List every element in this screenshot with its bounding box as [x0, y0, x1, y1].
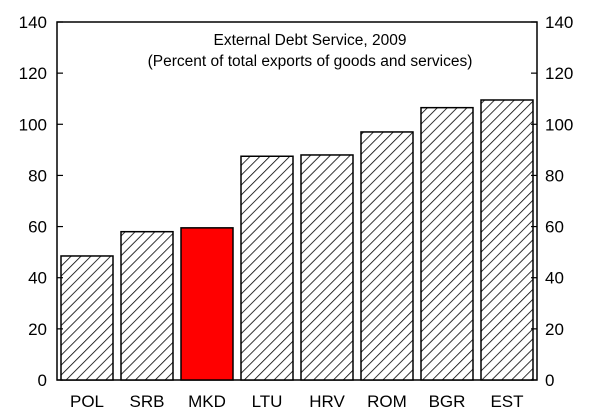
bar-srb [120, 230, 174, 381]
x-tick-label-hrv: HRV [309, 392, 345, 411]
bar-bgr [420, 106, 474, 381]
bar-pol [60, 255, 114, 381]
x-tick-label-mkd: MKD [188, 392, 226, 411]
bars-group [60, 99, 534, 381]
y-tick-label-left: 40 [28, 269, 47, 288]
x-tick-label-srb: SRB [130, 392, 165, 411]
x-tick-label-ltu: LTU [252, 392, 283, 411]
chart-subtitle: (Percent of total exports of goods and s… [148, 53, 473, 70]
y-tick-label-left: 120 [19, 64, 47, 83]
y-tick-label-right: 80 [545, 166, 564, 185]
y-tick-label-right: 120 [545, 64, 573, 83]
y-tick-label-right: 0 [545, 371, 554, 390]
y-tick-label-right: 140 [545, 13, 573, 32]
x-tick-label-est: EST [490, 392, 523, 411]
y-tick-label-left: 140 [19, 13, 47, 32]
axis-ticks: POL SRB MKD LTU HRV ROM BGR EST 0 0 20 20 40 40 60 60 80… [19, 13, 574, 411]
y-tick-label-left: 0 [38, 371, 47, 390]
x-tick-label-bgr: BGR [429, 392, 466, 411]
y-tick-label-right: 40 [545, 269, 564, 288]
y-tick-label-right: 20 [545, 320, 564, 339]
y-tick-label-left: 20 [28, 320, 47, 339]
y-tick-label-left: 80 [28, 166, 47, 185]
y-tick-label-right: 100 [545, 115, 573, 134]
bar-hrv [300, 154, 354, 381]
chart-title: External Debt Service, 2009 [214, 32, 407, 49]
bar-est [480, 99, 534, 381]
x-tick-label-rom: ROM [367, 392, 407, 411]
x-tick-label-pol: POL [70, 392, 104, 411]
bar-rom [360, 131, 414, 381]
y-tick-label-left: 100 [19, 115, 47, 134]
bar-ltu [240, 155, 294, 381]
y-tick-label-left: 60 [28, 218, 47, 237]
y-tick-label-right: 60 [545, 218, 564, 237]
bar-mkd [180, 227, 234, 381]
